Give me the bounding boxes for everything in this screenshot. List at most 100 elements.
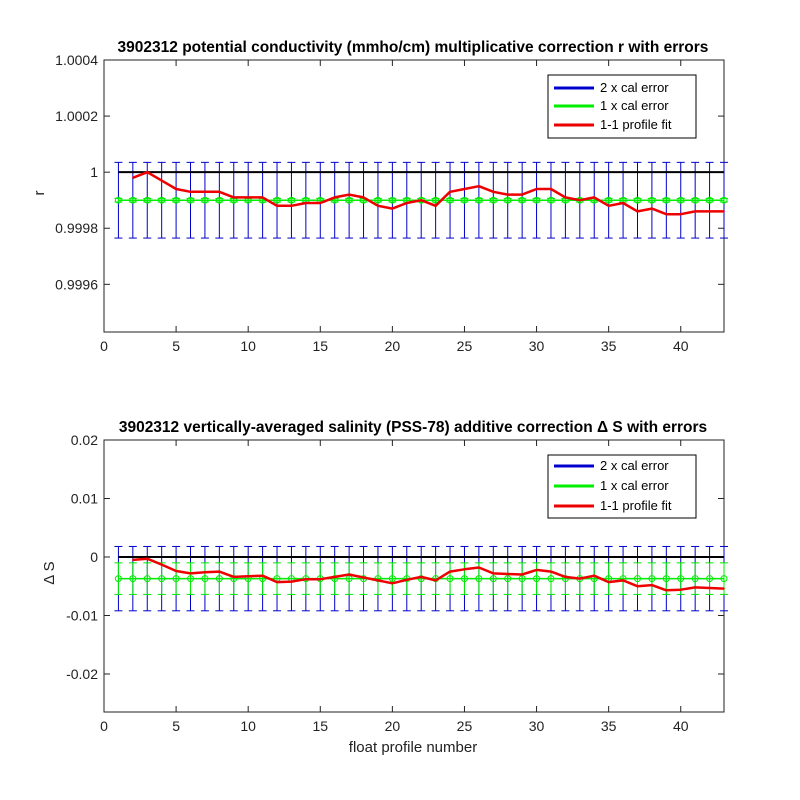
series-profile-fit-point xyxy=(247,575,249,578)
series-1x-cal-error-marker xyxy=(489,196,497,204)
series-profile-fit-point xyxy=(362,576,365,579)
series-1x-cal-error-marker xyxy=(446,575,454,583)
series-profile-fit-point xyxy=(550,188,552,190)
x-tick-label: 35 xyxy=(601,338,617,354)
series-profile-fit-point xyxy=(622,202,624,204)
plot-area: 0 5 10 15 20 25 30 35 40 -0.02 -0.01 0 0.01 0.02 xyxy=(66,432,728,734)
series-1x-cal-error-marker xyxy=(691,575,699,583)
series-1x-cal-error-marker xyxy=(460,575,468,583)
series-profile-fit-point xyxy=(319,578,322,581)
series-profile-fit-point xyxy=(593,196,596,199)
series-1x-cal-error-marker xyxy=(287,196,295,204)
series-1x-cal-error-marker xyxy=(143,575,151,583)
series-profile-fit-point xyxy=(348,573,350,576)
x-tick-label: 25 xyxy=(457,338,473,354)
series-profile-fit-point xyxy=(723,587,725,590)
x-tick-label: 0 xyxy=(100,718,108,734)
y-axis-label: Δ S xyxy=(41,561,58,584)
x-tick-label: 25 xyxy=(457,718,473,734)
series-1x-cal-error-marker xyxy=(201,575,209,583)
series-profile-fit-point xyxy=(607,581,610,583)
series-1x-cal-error-marker xyxy=(172,575,180,583)
x-tick-label: 0 xyxy=(100,338,108,354)
y-tick-label: 0.02 xyxy=(71,432,98,448)
series-profile-fit-line xyxy=(132,557,725,592)
series-profile-fit-point xyxy=(651,207,653,210)
x-tick-label: 10 xyxy=(240,718,256,734)
series-1x-cal-error-marker xyxy=(187,196,195,204)
series-1x-cal-error-marker xyxy=(187,575,195,583)
y-axis-label: r xyxy=(31,191,48,196)
series-1x-cal-error-marker xyxy=(677,196,685,204)
series-profile-fit-point xyxy=(405,202,408,204)
series-profile-fit-point xyxy=(391,207,394,210)
series-profile-fit-point xyxy=(535,569,538,571)
series-profile-fit-point xyxy=(420,576,423,578)
series-1x-cal-error-marker xyxy=(518,196,526,204)
series-1x-cal-error-marker xyxy=(677,575,685,583)
series-1x-cal-error-marker xyxy=(129,575,137,583)
series-profile-fit-point xyxy=(636,585,639,588)
series-profile-fit-point xyxy=(290,580,293,583)
series-1x-cal-error-marker xyxy=(489,575,497,583)
series-profile-fit-point xyxy=(564,576,567,578)
series-profile-fit-point xyxy=(463,188,466,190)
series-profile-fit-point xyxy=(276,205,278,207)
conductivity-correction-panel: 3902312 potential conductivity (mmho/cm)… xyxy=(31,39,728,354)
series-profile-fit-point xyxy=(377,205,379,207)
series-1x-cal-error-marker xyxy=(475,575,483,583)
series-profile-fit-line xyxy=(132,170,724,216)
series-1x-cal-error-marker xyxy=(129,196,137,204)
series-profile-fit-point xyxy=(261,196,264,199)
series-profile-fit-point xyxy=(333,576,336,578)
series-1x-cal-error-marker xyxy=(504,575,512,583)
series-profile-fit-point xyxy=(708,587,711,589)
series-1x-cal-error-marker xyxy=(533,575,541,583)
series-1x-cal-error-marker xyxy=(633,575,641,583)
series-1x-cal-error-marker xyxy=(605,196,613,204)
series-1x-cal-error-marker xyxy=(143,196,151,204)
series-profile-fit-point xyxy=(175,570,177,572)
series-1x-cal-error-marker xyxy=(374,196,382,204)
legend-label-2x-cal-error: 2 x cal error xyxy=(600,458,669,473)
series-profile-fit-point xyxy=(232,196,235,199)
series-profile-fit-point xyxy=(218,190,221,193)
series-1x-cal-error-marker xyxy=(662,575,670,583)
panel-title: 3902312 potential conductivity (mmho/cm)… xyxy=(118,39,709,56)
series-1x-cal-error-marker xyxy=(388,575,396,583)
series-profile-fit-point xyxy=(276,581,278,583)
series-profile-fit-point xyxy=(146,557,149,560)
series-1x-cal-error-marker xyxy=(388,196,396,204)
y-tick-label: 1 xyxy=(90,164,98,180)
series-profile-fit-point xyxy=(132,559,134,561)
series-1x-cal-error-marker xyxy=(475,196,483,204)
series-profile-fit-point xyxy=(132,176,134,179)
series-profile-fit-point xyxy=(362,196,365,199)
series-1x-cal-error-marker xyxy=(547,575,555,583)
series-profile-fit-point xyxy=(348,193,350,196)
series-profile-fit-point xyxy=(708,210,711,213)
legend-label-profile-fit: 1-1 profile fit xyxy=(600,117,672,132)
series-profile-fit-point xyxy=(391,582,394,585)
series-profile-fit-point xyxy=(333,196,336,199)
series-1x-cal-error-marker xyxy=(720,575,728,583)
series-profile-fit-point xyxy=(290,205,293,207)
legend-label-1x-cal-error: 1 x cal error xyxy=(600,98,669,113)
series-profile-fit-point xyxy=(679,588,682,591)
series-profile-fit-point xyxy=(694,210,696,213)
y-tick-label: -0.01 xyxy=(66,607,98,623)
series-1x-cal-error-marker xyxy=(215,196,223,204)
series-1x-cal-error-marker xyxy=(460,196,468,204)
series-profile-fit-point xyxy=(478,566,480,569)
series-profile-fit-point xyxy=(377,579,379,582)
series-profile-fit-point xyxy=(535,188,538,190)
y-tick-label: 0.9998 xyxy=(55,220,98,236)
series-1x-cal-error-marker xyxy=(158,196,166,204)
x-tick-label: 5 xyxy=(172,718,180,734)
series-profile-fit-point xyxy=(305,578,307,581)
series-profile-fit-point xyxy=(319,202,322,204)
series-profile-fit-point xyxy=(218,570,221,573)
series-profile-fit-point xyxy=(651,584,653,586)
series-profile-fit-point xyxy=(420,199,423,202)
panel-title: 3902312 vertically-averaged salinity (PS… xyxy=(119,419,707,436)
